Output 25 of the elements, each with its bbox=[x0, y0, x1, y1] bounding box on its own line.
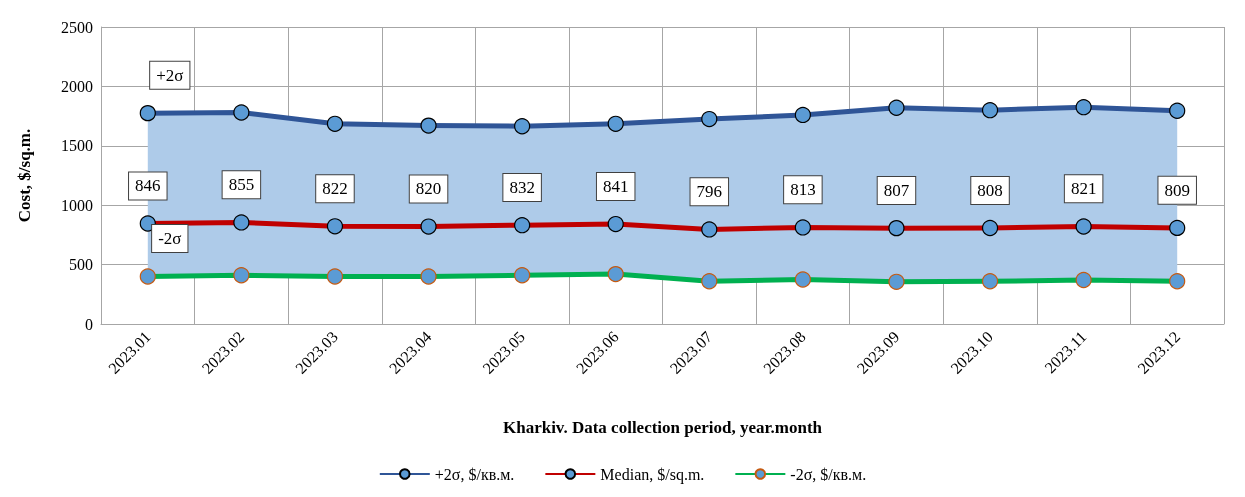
data-label: 822 bbox=[322, 179, 348, 199]
data-label: 813 bbox=[790, 180, 816, 200]
data-label: 808 bbox=[977, 180, 1003, 200]
y-tick-label: 2000 bbox=[61, 77, 93, 95]
data-label: 846 bbox=[135, 176, 161, 196]
data-label: 841 bbox=[602, 176, 629, 196]
annotation: -2σ bbox=[158, 228, 182, 248]
y-tick-label: 0 bbox=[85, 315, 93, 333]
legend-label: +2σ, $/кв.м. bbox=[434, 465, 515, 483]
data-label: 821 bbox=[1070, 179, 1097, 199]
data-label: 796 bbox=[696, 182, 723, 202]
legend-label: Median, $/sq.m. bbox=[600, 465, 705, 484]
y-tick-label: 1000 bbox=[61, 196, 93, 214]
data-label: 809 bbox=[1164, 180, 1190, 200]
y-tick-label: 2500 bbox=[61, 18, 93, 36]
data-label: 855 bbox=[228, 175, 255, 195]
legend-label: -2σ, $/кв.м. bbox=[790, 465, 867, 483]
data-label: 807 bbox=[883, 181, 910, 201]
x-axis-title: Kharkiv. Data collection period, year.month bbox=[502, 418, 823, 437]
data-label: 832 bbox=[509, 178, 535, 198]
annotation: +2σ bbox=[156, 65, 184, 85]
data-label: 820 bbox=[415, 179, 442, 199]
y-tick-label: 500 bbox=[69, 256, 93, 274]
y-tick-label: 1500 bbox=[61, 137, 93, 155]
y-axis-title: Cost, $/sq.m. bbox=[15, 128, 34, 223]
